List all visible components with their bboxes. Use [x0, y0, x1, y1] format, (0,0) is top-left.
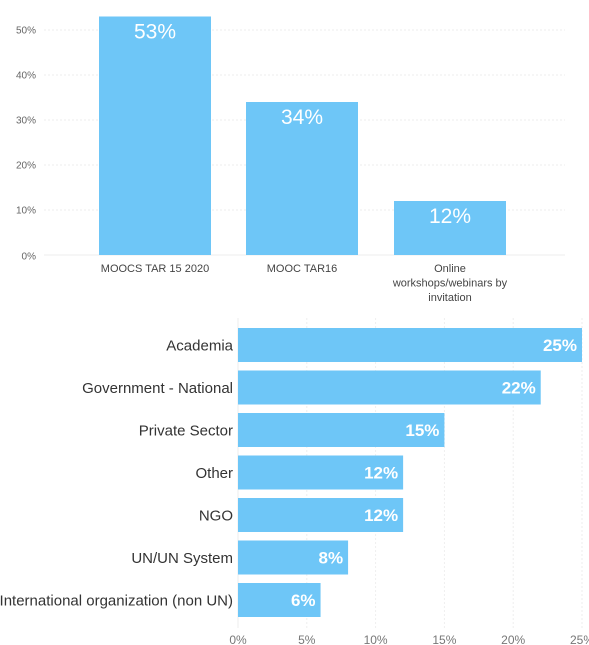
bar-value-label: 53% [134, 21, 176, 44]
bar[interactable] [238, 413, 445, 447]
bar[interactable] [238, 583, 321, 617]
bar[interactable] [238, 328, 582, 362]
bar[interactable] [246, 102, 358, 255]
bar[interactable] [238, 370, 541, 405]
y-category-label: UN/UN System [131, 550, 233, 567]
y-tick-label: 40% [16, 71, 36, 82]
y-category-label: Private Sector [139, 423, 233, 440]
x-category-label: Online [434, 263, 466, 275]
y-tick-label: 30% [16, 116, 36, 127]
bar[interactable] [238, 498, 404, 532]
bar-value-label: 34% [281, 106, 323, 129]
x-tick-label: 10% [364, 633, 388, 645]
y-tick-label: 0% [22, 252, 37, 263]
x-tick-label: 25% [570, 633, 589, 645]
bar-value-label: 22% [502, 379, 536, 398]
bar[interactable] [99, 16, 211, 256]
y-category-label: Government - National [82, 380, 233, 397]
y-tick-label: 50% [16, 26, 36, 37]
bar-value-label: 12% [364, 464, 398, 483]
bar-value-label: 8% [319, 549, 344, 568]
y-tick-label: 20% [16, 161, 36, 172]
x-tick-label: 5% [298, 633, 316, 645]
x-category-label: invitation [428, 292, 471, 304]
sector-bar-chart: 0% 5% 10% 15% 20% 25% Academia 25% Government - … [0, 318, 589, 645]
y-category-label: Academia [166, 338, 233, 355]
bar[interactable] [394, 201, 506, 255]
x-tick-label: 0% [229, 633, 247, 645]
bar[interactable] [238, 455, 404, 490]
enrollment-bar-chart: 0% 10% 20% 30% 40% 50% 53% MOOCS TAR 15 2020 34%… [16, 16, 565, 304]
bar-value-label: 12% [429, 205, 471, 228]
x-category-label: MOOC TAR16 [267, 263, 338, 275]
y-category-label: Other [195, 465, 233, 482]
x-category-label: workshops/webinars by [392, 278, 508, 290]
bar-value-label: 15% [405, 421, 439, 440]
bar[interactable] [238, 540, 349, 575]
y-category-label: International organization (non UN) [0, 593, 233, 610]
x-tick-label: 15% [432, 633, 456, 645]
bar-value-label: 25% [543, 336, 577, 355]
bar-value-label: 12% [364, 506, 398, 525]
x-tick-label: 20% [501, 633, 525, 645]
y-tick-label: 10% [16, 206, 36, 217]
x-category-label: MOOCS TAR 15 2020 [101, 263, 209, 275]
bar-value-label: 6% [291, 591, 316, 610]
y-category-label: NGO [199, 508, 233, 525]
